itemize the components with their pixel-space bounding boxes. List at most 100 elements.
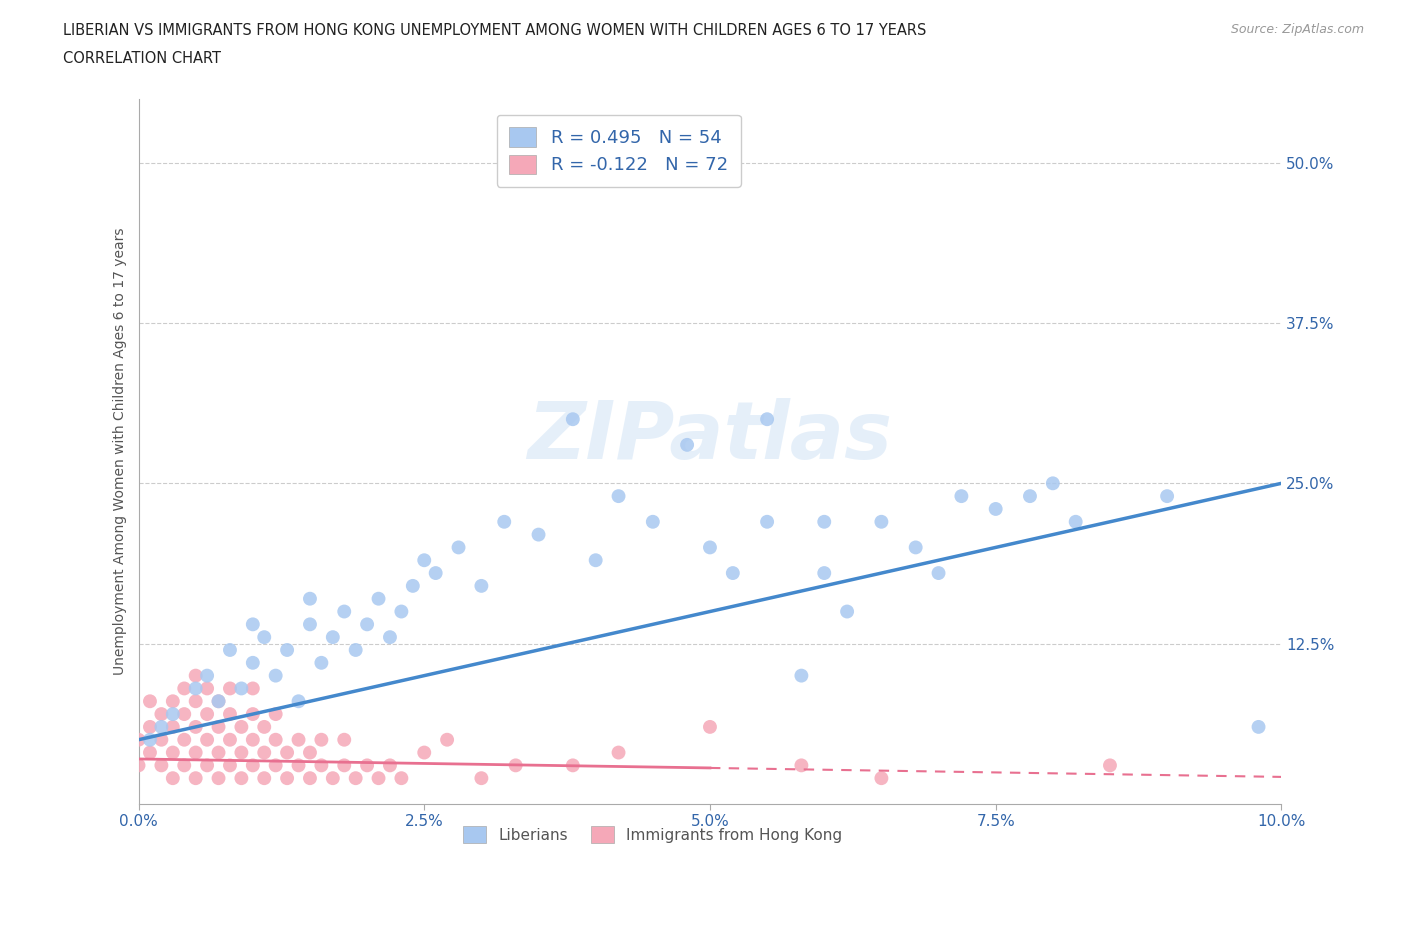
Point [756, 514, 779, 529]
Point [139, 694, 162, 709]
Point [367, 771, 389, 786]
Point [561, 412, 583, 427]
Point [173, 707, 195, 722]
Point [184, 745, 207, 760]
Point [242, 656, 264, 671]
Point [389, 604, 412, 619]
Point [333, 732, 356, 747]
Point [287, 694, 309, 709]
Point [195, 758, 218, 773]
Point [607, 745, 630, 760]
Point [311, 732, 333, 747]
Point [219, 758, 242, 773]
Point [790, 668, 813, 683]
Point [322, 630, 344, 644]
Point [253, 771, 276, 786]
Point [367, 591, 389, 606]
Point [253, 745, 276, 760]
Point [928, 565, 950, 580]
Point [219, 732, 242, 747]
Point [162, 707, 184, 722]
Point [984, 501, 1007, 516]
Point [184, 668, 207, 683]
Point [253, 630, 276, 644]
Point [699, 720, 721, 735]
Point [756, 412, 779, 427]
Point [195, 707, 218, 722]
Point [276, 771, 298, 786]
Point [162, 720, 184, 735]
Point [264, 707, 287, 722]
Point [184, 694, 207, 709]
Point [207, 694, 229, 709]
Point [1042, 476, 1064, 491]
Point [162, 745, 184, 760]
Point [298, 591, 321, 606]
Point [470, 578, 492, 593]
Point [207, 720, 229, 735]
Point [494, 514, 516, 529]
Point [139, 720, 162, 735]
Point [344, 771, 367, 786]
Point [150, 758, 173, 773]
Point [287, 758, 309, 773]
Point [356, 758, 378, 773]
Point [1064, 514, 1087, 529]
Point [173, 681, 195, 696]
Point [242, 758, 264, 773]
Point [231, 745, 253, 760]
Point [128, 732, 150, 747]
Point [585, 552, 607, 567]
Point [231, 720, 253, 735]
Point [173, 758, 195, 773]
Point [139, 745, 162, 760]
Point [219, 643, 242, 658]
Point [162, 694, 184, 709]
Point [378, 758, 401, 773]
Legend: Liberians, Immigrants from Hong Kong: Liberians, Immigrants from Hong Kong [457, 820, 848, 849]
Text: Source: ZipAtlas.com: Source: ZipAtlas.com [1230, 23, 1364, 36]
Point [699, 540, 721, 555]
Point [242, 617, 264, 631]
Point [184, 771, 207, 786]
Point [184, 681, 207, 696]
Point [184, 720, 207, 735]
Point [607, 488, 630, 503]
Point [242, 707, 264, 722]
Point [195, 681, 218, 696]
Point [413, 745, 436, 760]
Point [344, 643, 367, 658]
Point [950, 488, 973, 503]
Point [641, 514, 664, 529]
Point [264, 758, 287, 773]
Point [356, 617, 378, 631]
Point [333, 758, 356, 773]
Point [402, 578, 425, 593]
Point [470, 771, 492, 786]
Point [676, 437, 699, 452]
Point [527, 527, 550, 542]
Point [298, 617, 321, 631]
Point [219, 681, 242, 696]
Point [1098, 758, 1121, 773]
Point [231, 771, 253, 786]
Point [813, 514, 835, 529]
Point [276, 745, 298, 760]
Point [1156, 488, 1178, 503]
Point [298, 771, 321, 786]
Text: LIBERIAN VS IMMIGRANTS FROM HONG KONG UNEMPLOYMENT AMONG WOMEN WITH CHILDREN AGE: LIBERIAN VS IMMIGRANTS FROM HONG KONG UN… [63, 23, 927, 38]
Point [835, 604, 858, 619]
Point [150, 720, 173, 735]
Point [333, 604, 356, 619]
Text: CORRELATION CHART: CORRELATION CHART [63, 51, 221, 66]
Point [264, 732, 287, 747]
Point [721, 565, 744, 580]
Point [436, 732, 458, 747]
Point [207, 771, 229, 786]
Point [207, 694, 229, 709]
Point [413, 552, 436, 567]
Point [790, 758, 813, 773]
Point [219, 707, 242, 722]
Point [311, 656, 333, 671]
Point [505, 758, 527, 773]
